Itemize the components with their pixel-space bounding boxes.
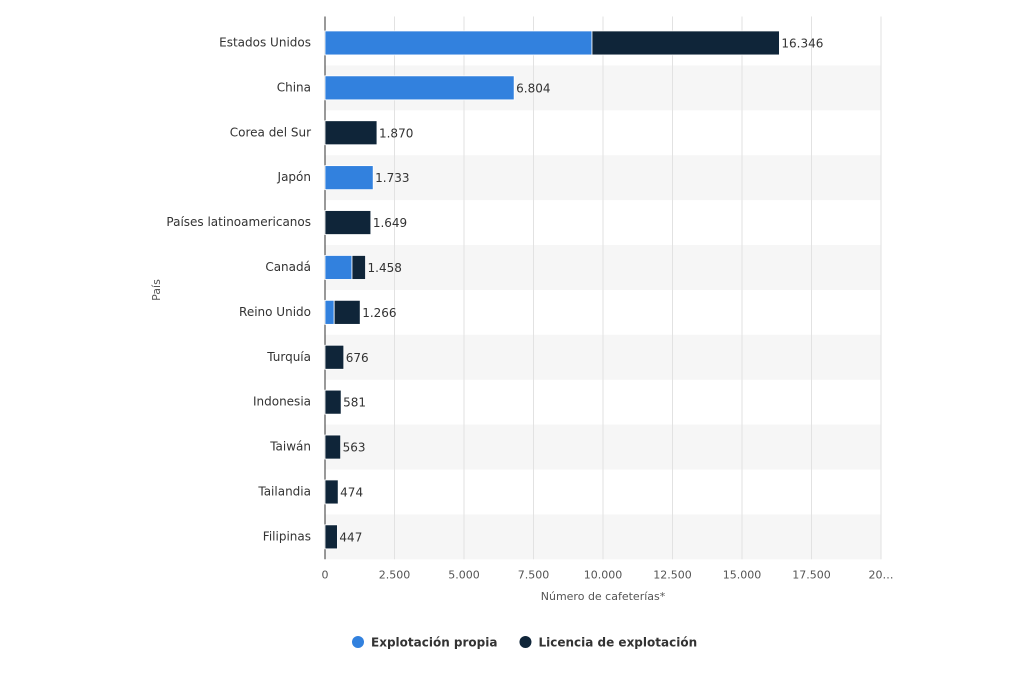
x-tick-label: 7.500 bbox=[518, 568, 550, 581]
bar-segment bbox=[351, 255, 366, 280]
bar-segment bbox=[333, 299, 361, 325]
x-tick-label: 5.000 bbox=[448, 568, 480, 581]
y-tick-label: Taiwán bbox=[269, 440, 311, 454]
bar-segment bbox=[324, 255, 353, 280]
x-tick-label: 2.500 bbox=[379, 568, 411, 581]
bar-segment bbox=[324, 165, 374, 191]
y-tick-label: Tailandia bbox=[257, 484, 311, 498]
bar-segment bbox=[324, 434, 342, 460]
total-label: 6.804 bbox=[516, 81, 550, 95]
x-tick-label: 15.000 bbox=[723, 568, 762, 581]
total-label: 16.346 bbox=[781, 36, 823, 50]
total-label: 1.458 bbox=[368, 261, 402, 275]
bar-segment bbox=[591, 30, 780, 56]
y-tick-label: Corea del Sur bbox=[230, 125, 311, 139]
x-tick-label: 10.000 bbox=[584, 568, 623, 581]
total-label: 563 bbox=[343, 441, 366, 455]
bar-segment bbox=[324, 479, 339, 505]
total-label: 581 bbox=[343, 396, 366, 410]
bar-segment bbox=[324, 120, 378, 146]
y-tick-label: Reino Unido bbox=[239, 305, 311, 319]
y-tick-label: Japón bbox=[277, 170, 311, 184]
total-label: 1.649 bbox=[373, 216, 407, 230]
y-axis-title: País bbox=[150, 279, 163, 301]
x-tick-label: 20… bbox=[869, 568, 894, 581]
x-axis-title: Número de cafeterías* bbox=[541, 590, 666, 603]
total-label: 474 bbox=[340, 485, 363, 499]
legend-marker bbox=[519, 636, 532, 648]
y-tick-label: Canadá bbox=[265, 260, 311, 274]
x-tick-label: 12.500 bbox=[653, 568, 692, 581]
bar-segment bbox=[324, 299, 335, 325]
bar-segment bbox=[324, 389, 342, 415]
y-tick-label: Estados Unidos bbox=[219, 35, 311, 49]
bar-segment bbox=[324, 75, 515, 101]
total-label: 1.733 bbox=[375, 171, 409, 185]
legend-label[interactable]: Explotación propia bbox=[371, 636, 497, 650]
bar-segment bbox=[324, 524, 338, 550]
bar-segment bbox=[324, 210, 372, 235]
y-tick-label: Países latinoamericanos bbox=[166, 215, 311, 229]
total-label: 447 bbox=[339, 530, 362, 544]
bar-segment bbox=[324, 344, 345, 370]
total-label: 1.266 bbox=[362, 306, 396, 320]
total-label: 676 bbox=[346, 351, 369, 365]
x-tick-label: 0 bbox=[322, 568, 329, 581]
y-tick-label: Filipinas bbox=[263, 529, 311, 543]
y-tick-label: China bbox=[277, 80, 311, 94]
x-tick-label: 17.500 bbox=[792, 568, 831, 581]
y-tick-label: Indonesia bbox=[253, 395, 311, 409]
legend-label[interactable]: Licencia de explotación bbox=[538, 636, 697, 650]
total-label: 1.870 bbox=[379, 126, 413, 140]
y-tick-label: Turquía bbox=[266, 350, 311, 364]
bar-segment bbox=[324, 30, 593, 56]
legend-marker bbox=[352, 636, 364, 648]
